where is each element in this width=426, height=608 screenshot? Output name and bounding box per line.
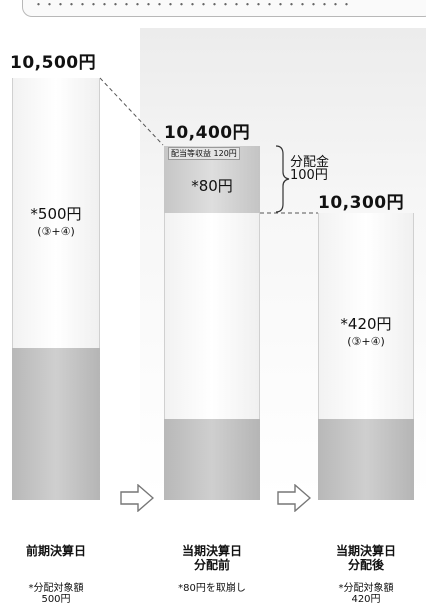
note-line: *分配対象額 [338, 583, 394, 594]
distribution-label: 分配金 100円 [290, 156, 329, 182]
distributable-amount: *420円 (③+④) [318, 316, 414, 350]
amount-formula: (③+④) [37, 225, 75, 238]
bar-segment-distributable [164, 213, 260, 419]
bar-label-after: 当期決算日 分配後 [318, 544, 414, 572]
withdrawn-amount: *80円 [191, 177, 233, 195]
note-previous: *分配対象額 500円 [8, 583, 104, 605]
bar-previous-settlement [12, 78, 100, 500]
bar-after-distribution [318, 213, 414, 500]
dividend-income-label: 配当等収益 120円 [168, 147, 240, 160]
note-line: *80円を取崩し [178, 583, 246, 594]
bar-segment-base [12, 348, 100, 500]
note-line: 500円 [41, 594, 71, 605]
bar-total-label: 10,300円 [318, 193, 405, 213]
bar-total-label: 10,500円 [10, 53, 97, 73]
bar-label-previous: 前期決算日 [8, 544, 104, 558]
bar-segment-distributable [12, 78, 100, 348]
note-after: *分配対象額 420円 [318, 583, 414, 605]
bar-label-line: 当期決算日 [181, 544, 242, 558]
amount-value: *420円 [340, 315, 392, 333]
bar-label-line: 分配前 [193, 558, 230, 572]
bar-before-distribution [164, 146, 260, 500]
bar-label-line: 当期決算日 [335, 544, 396, 558]
note-before: *80円を取崩し [164, 583, 260, 594]
bar-label-before: 当期決算日 分配前 [164, 544, 260, 572]
distribution-title: 分配金 [290, 155, 330, 170]
note-line: *分配対象額 [28, 583, 84, 594]
amount-value: *500円 [30, 205, 82, 223]
right-arrow-icon [120, 484, 154, 512]
distribution-amount: 100円 [290, 168, 328, 183]
amount-formula: (③+④) [347, 335, 385, 348]
top-caption: ・・・・・・・・・・・・・・・・・・・・・・・・・・・・・ [22, 0, 426, 17]
distributable-amount: *500円 (③+④) [12, 206, 100, 240]
bar-label-line: 前期決算日 [25, 544, 86, 558]
note-line: 420円 [351, 594, 381, 605]
bar-segment-distributable [318, 213, 414, 419]
bar-segment-base [318, 419, 414, 500]
bar-segment-base [164, 419, 260, 500]
right-arrow-icon [277, 484, 311, 512]
bar-total-label: 10,400円 [164, 123, 251, 143]
bar-label-line: 分配後 [347, 558, 384, 572]
